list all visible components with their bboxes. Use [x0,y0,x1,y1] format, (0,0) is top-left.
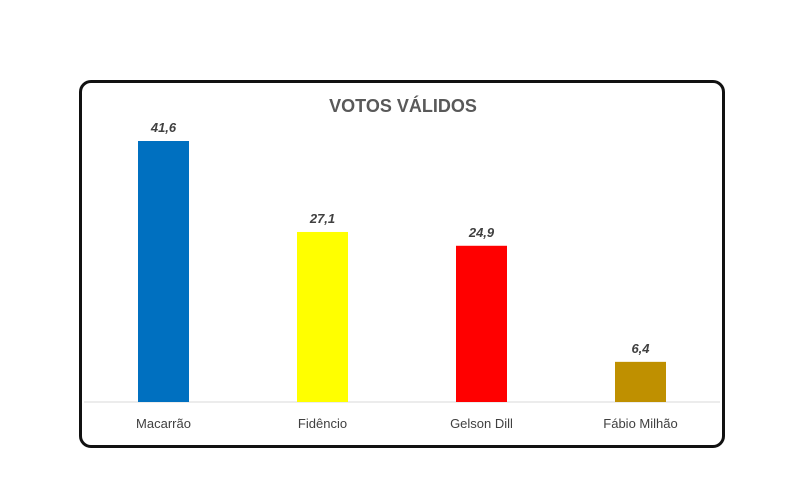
x-tick-label-3: Gelson Dill [450,416,513,431]
data-label-3: 24,9 [468,225,495,240]
bar-4 [615,361,666,402]
data-label-4: 6,4 [631,341,650,356]
x-tick-label-2: Fidêncio [298,416,347,431]
bar-3 [456,245,507,402]
bar-2 [297,231,348,402]
x-tick-label-1: Macarrão [136,416,191,431]
bars-group [138,141,666,402]
chart-title: VOTOS VÁLIDOS [329,95,477,116]
data-label-2: 27,1 [309,211,335,226]
data-label-1: 41,6 [150,120,177,135]
x-tick-labels-group: Macarrão Fidêncio Gelson Dill Fábio Milhão [136,416,678,431]
bar-1 [138,141,189,402]
x-tick-label-4: Fábio Milhão [603,416,677,431]
data-labels-group: 41,6 27,1 24,9 6,4 [150,120,650,356]
